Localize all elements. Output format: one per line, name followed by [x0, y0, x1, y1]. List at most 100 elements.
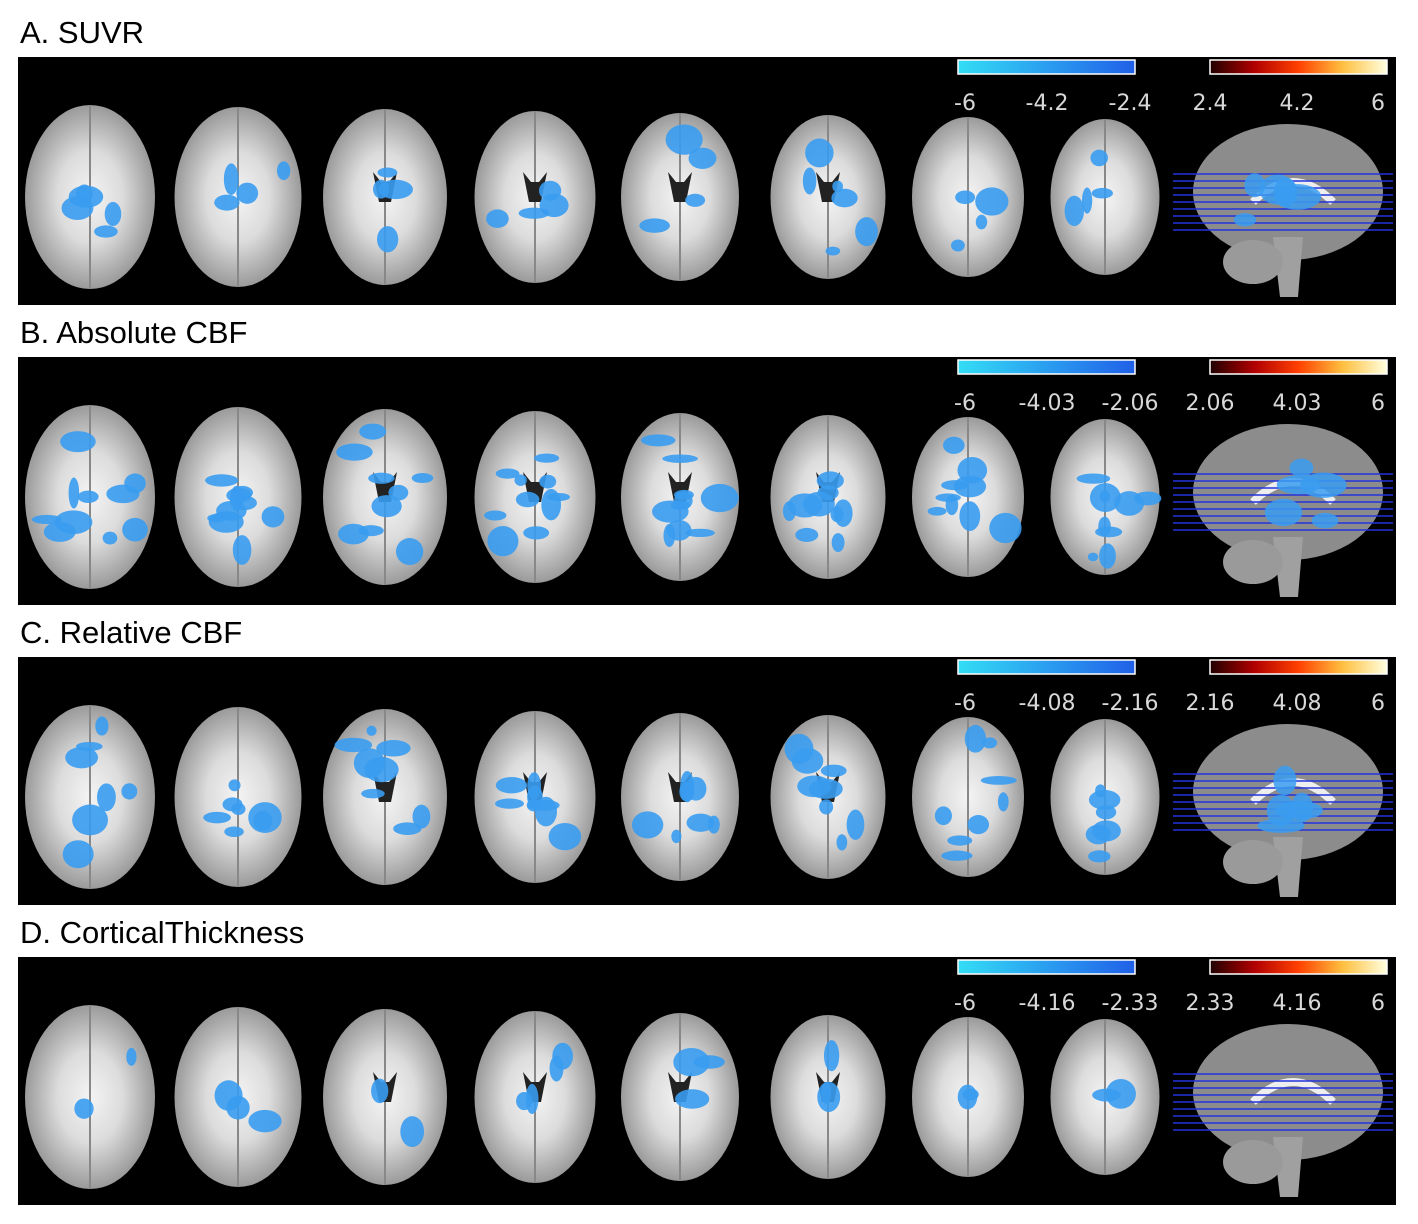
activation-blob — [526, 799, 541, 812]
activation-blob — [670, 500, 690, 510]
colorbar-tick-label: -4.16 — [1019, 991, 1076, 1016]
activation-blob — [833, 499, 853, 527]
activation-blob — [1257, 818, 1305, 833]
activation-blob — [121, 783, 138, 800]
activation-blob — [106, 484, 140, 504]
brainstem — [1273, 1137, 1303, 1197]
activation-blob — [214, 194, 240, 211]
activation-blob — [523, 526, 550, 540]
colorbar-tick-label: 4.08 — [1273, 691, 1322, 716]
activation-blob — [75, 741, 103, 751]
colorbar-tick-label: -2.16 — [1102, 691, 1159, 716]
activation-blob — [223, 163, 239, 196]
activation-blob — [947, 835, 973, 846]
activation-blob — [368, 472, 395, 484]
panel-title: B. Absolute CBF — [20, 315, 248, 350]
activation-blob — [782, 501, 796, 522]
activation-blob — [126, 1047, 137, 1066]
colorbar-tick-label: 2.4 — [1193, 91, 1228, 116]
activation-blob — [1273, 765, 1297, 796]
activation-blob — [821, 1081, 832, 1104]
activation-blob — [102, 531, 118, 545]
activation-blob — [77, 490, 99, 503]
activation-blob — [1276, 475, 1321, 495]
activation-blob — [831, 188, 858, 208]
activation-blob — [205, 474, 239, 487]
activation-blob — [372, 179, 390, 199]
colorbar-tick-label: -4.08 — [1019, 691, 1076, 716]
colorbar-positive — [1209, 659, 1388, 675]
activation-blob — [832, 180, 843, 193]
activation-blob — [989, 512, 1022, 544]
activation-blob — [819, 799, 834, 815]
activation-blob — [959, 501, 981, 531]
activation-blob — [964, 724, 987, 753]
activation-blob — [1095, 784, 1106, 798]
activation-blob — [364, 756, 399, 783]
activation-blob — [639, 218, 670, 233]
activation-blob — [214, 1080, 243, 1111]
activation-blob — [1088, 850, 1111, 863]
colorbar-positive — [1209, 959, 1388, 975]
activation-blob — [94, 225, 118, 238]
activation-blob — [1090, 149, 1108, 167]
activation-blob — [802, 167, 817, 195]
activation-blob — [1233, 213, 1257, 227]
activation-blob — [538, 180, 562, 201]
activation-blob — [805, 138, 834, 168]
activation-blob — [941, 850, 973, 861]
colorbar-negative — [957, 959, 1136, 975]
activation-blob — [662, 454, 698, 463]
colorbar-tick-label: -2.06 — [1102, 391, 1159, 416]
activation-blob — [395, 538, 424, 566]
colorbar-tick-label: 6 — [1371, 91, 1385, 116]
activation-blob — [823, 1040, 840, 1072]
activation-blob — [359, 423, 387, 440]
activation-blob — [228, 779, 241, 792]
colorbar-tick-label: 6 — [1371, 691, 1385, 716]
cerebellum — [1223, 1140, 1283, 1184]
activation-blob — [495, 777, 528, 794]
activation-blob — [686, 813, 715, 832]
activation-blob — [487, 526, 519, 557]
activation-blob — [1081, 187, 1093, 214]
activation-blob — [31, 514, 63, 525]
activation-blob — [334, 737, 373, 753]
activation-blob — [1076, 473, 1111, 484]
activation-blob — [808, 778, 843, 799]
panel-image: -6 -4.16 -2.33 2.33 4.16 6 — [18, 957, 1396, 1205]
activation-blob — [1064, 195, 1085, 227]
activation-blob — [248, 802, 282, 833]
panel-title: A. SUVR — [20, 15, 145, 50]
colorbar-positive — [1209, 359, 1388, 375]
activation-blob — [366, 725, 377, 736]
activation-blob — [1091, 820, 1121, 842]
activation-blob — [122, 517, 148, 542]
activation-blob — [338, 523, 369, 545]
activation-blob — [673, 1047, 710, 1077]
activation-blob — [65, 746, 99, 769]
activation-blob — [675, 1089, 710, 1109]
activation-blob — [665, 124, 703, 155]
activation-blob — [548, 823, 582, 851]
activation-blob — [795, 527, 819, 542]
activation-blob — [226, 487, 252, 503]
colorbar-tick-label: 6 — [1371, 391, 1385, 416]
activation-blob — [61, 196, 94, 221]
activation-blob — [817, 485, 839, 501]
activation-blob — [943, 436, 965, 454]
panel-image: -6 -4.08 -2.16 2.16 4.08 6 — [18, 657, 1396, 905]
colorbar-tick-label: -4.03 — [1019, 391, 1076, 416]
activation-blob — [411, 472, 434, 484]
cerebellum — [1223, 240, 1283, 284]
activation-blob — [791, 748, 824, 774]
activation-blob — [377, 226, 399, 253]
activation-blob — [831, 533, 845, 552]
activation-blob — [371, 495, 402, 518]
activation-blob — [955, 190, 976, 205]
activation-blob — [95, 716, 109, 736]
activation-blob — [631, 811, 664, 839]
cerebellum — [1223, 840, 1283, 884]
colorbar-tick-label: -6 — [954, 391, 976, 416]
activation-blob — [951, 239, 965, 252]
